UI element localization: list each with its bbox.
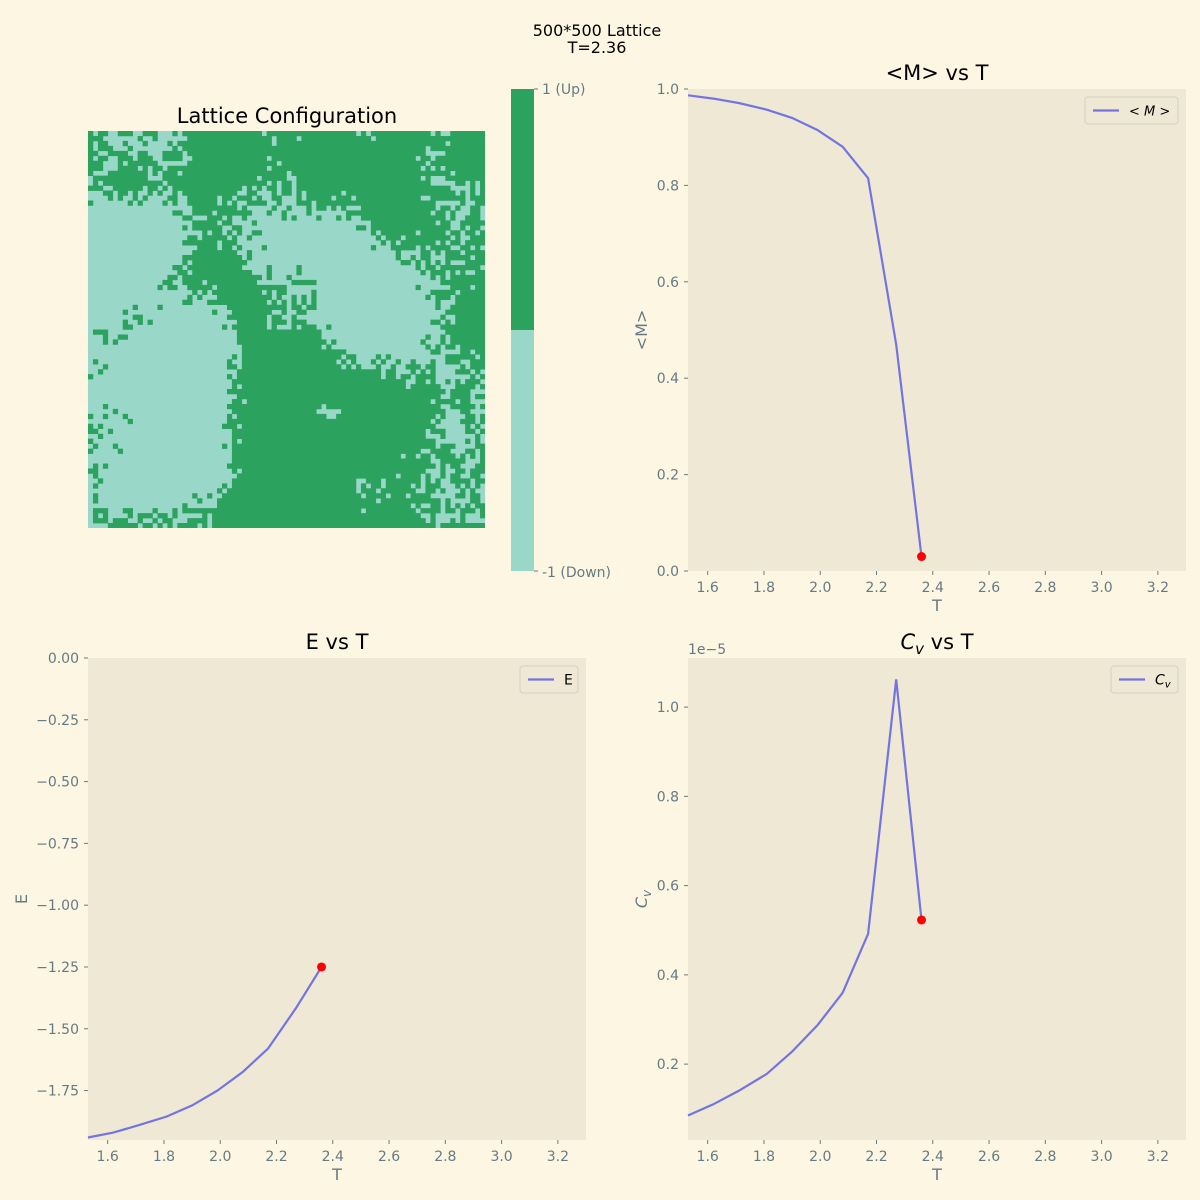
energy-plot-area [88,658,586,1140]
heat-capacity-y-tick-label: 1.0 [657,700,679,716]
heat-capacity-y-axis-label: Cv [632,889,654,908]
magnetization-legend-label: < M > [1129,105,1170,120]
heat-capacity-x-tick-label: 2.2 [865,1149,887,1165]
colorbar-label-up: 1 (Up) [542,82,585,98]
magnetization-y-tick-label: 1.0 [657,82,679,98]
figure-subtitle: T=2.36 [567,38,627,57]
energy-x-tick-label: 2.2 [265,1149,287,1165]
magnetization-x-tick-label: 2.0 [809,580,831,596]
heat-capacity-title: Cv vs T [900,630,973,658]
energy-y-axis-label: E [12,894,31,904]
heat-capacity-x-tick-label: 2.8 [1034,1149,1056,1165]
heat-capacity-y-tick-label: 0.2 [657,1057,679,1073]
heat-capacity-x-tick-label: 2.4 [922,1149,944,1165]
heat-capacity-chart: Cv vs T 1.6 1.8 2.0 2.2 2.4 2.6 2.8 3.0 3.2 0.2 0.4… [632,630,1186,1184]
magnetization-legend [1084,96,1179,125]
magnetization-title: <M> vs T [886,61,989,85]
lattice-panel: Lattice Configuration 1 (Up) -1 (Down) [88,82,611,581]
energy-x-tick-label: 2.8 [434,1149,456,1165]
energy-legend-label: E [564,673,573,689]
heat-capacity-x-tick-label: 3.2 [1147,1149,1169,1165]
energy-x-tick-label: 1.8 [153,1149,175,1165]
energy-y-tick-label: −0.50 [36,775,79,791]
heat-capacity-y-tick-label: 0.6 [657,879,679,895]
energy-x-axis-label: T [331,1165,342,1184]
magnetization-x-tick-label: 1.6 [697,580,719,596]
heat-capacity-current-point [917,915,927,925]
magnetization-x-tick-label: 2.2 [865,580,887,596]
magnetization-current-point [917,552,927,562]
magnetization-chart: <M> vs T 1.6 1.8 2.0 2.2 2.4 2.6 2.8 3.0 3.2 0.0 0.… [632,61,1186,615]
heat-capacity-x-tick-label: 2.6 [978,1149,1000,1165]
magnetization-x-tick-label: 2.8 [1034,580,1056,596]
heat-capacity-y-tick-label: 0.8 [657,789,679,805]
colorbar-up-segment [511,89,534,330]
energy-y-tick-label: −1.00 [36,898,79,914]
energy-x-tick-label: 3.0 [490,1149,512,1165]
energy-y-tick-label: −1.25 [36,960,79,976]
heat-capacity-plot-area [688,658,1186,1140]
energy-x-tick-label: 2.4 [322,1149,344,1165]
heat-capacity-scale-label: 1e−5 [688,642,726,658]
magnetization-y-tick-label: 0.8 [657,178,679,194]
magnetization-x-tick-label: 3.0 [1090,580,1112,596]
energy-chart: E vs T 1.6 1.8 2.0 2.2 2.4 2.6 2.8 3.0 3.2 0.00 −0.… [12,630,586,1184]
heat-capacity-x-tick-label: 1.8 [753,1149,775,1165]
figure-title: 500*500 Lattice [533,21,662,40]
energy-y-tick-label: −1.75 [36,1084,79,1100]
magnetization-x-tick-label: 1.8 [753,580,775,596]
energy-y-tick-label: −1.50 [36,1022,79,1038]
heat-capacity-x-tick-label: 3.0 [1090,1149,1112,1165]
heat-capacity-x-tick-label: 1.6 [697,1149,719,1165]
magnetization-y-tick-label: 0.0 [657,564,679,580]
magnetization-y-tick-label: 0.4 [657,371,679,387]
colorbar-down-segment [511,330,534,571]
magnetization-y-tick-label: 0.6 [657,275,679,291]
energy-y-tick-label: 0.00 [48,651,79,667]
energy-x-tick-label: 2.0 [209,1149,231,1165]
magnetization-x-tick-label: 2.4 [922,580,944,596]
energy-current-point [317,962,327,972]
energy-series-line [87,966,323,1139]
energy-title: E vs T [306,630,369,654]
energy-x-tick-label: 2.6 [378,1149,400,1165]
magnetization-plot-area [688,89,1186,571]
magnetization-series-line [687,94,923,557]
heat-capacity-x-axis-label: T [931,1165,942,1184]
magnetization-y-tick-label: 0.2 [657,468,679,484]
heat-capacity-x-tick-label: 2.0 [809,1149,831,1165]
magnetization-x-tick-label: 3.2 [1147,580,1169,596]
magnetization-x-tick-label: 2.6 [978,580,1000,596]
lattice-image [88,131,485,528]
heat-capacity-legend-label: Cv [1155,673,1172,691]
energy-x-tick-label: 1.6 [97,1149,119,1165]
energy-x-tick-label: 3.2 [547,1149,569,1165]
heat-capacity-series-line [687,679,923,1117]
energy-y-tick-label: −0.25 [36,713,79,729]
heat-capacity-y-tick-label: 0.4 [657,968,679,984]
colorbar-label-down: -1 (Down) [542,565,611,581]
lattice-title: Lattice Configuration [177,104,397,128]
magnetization-x-axis-label: T [931,596,942,615]
magnetization-y-axis-label: <M> [632,310,651,351]
energy-y-tick-label: −0.75 [36,836,79,852]
